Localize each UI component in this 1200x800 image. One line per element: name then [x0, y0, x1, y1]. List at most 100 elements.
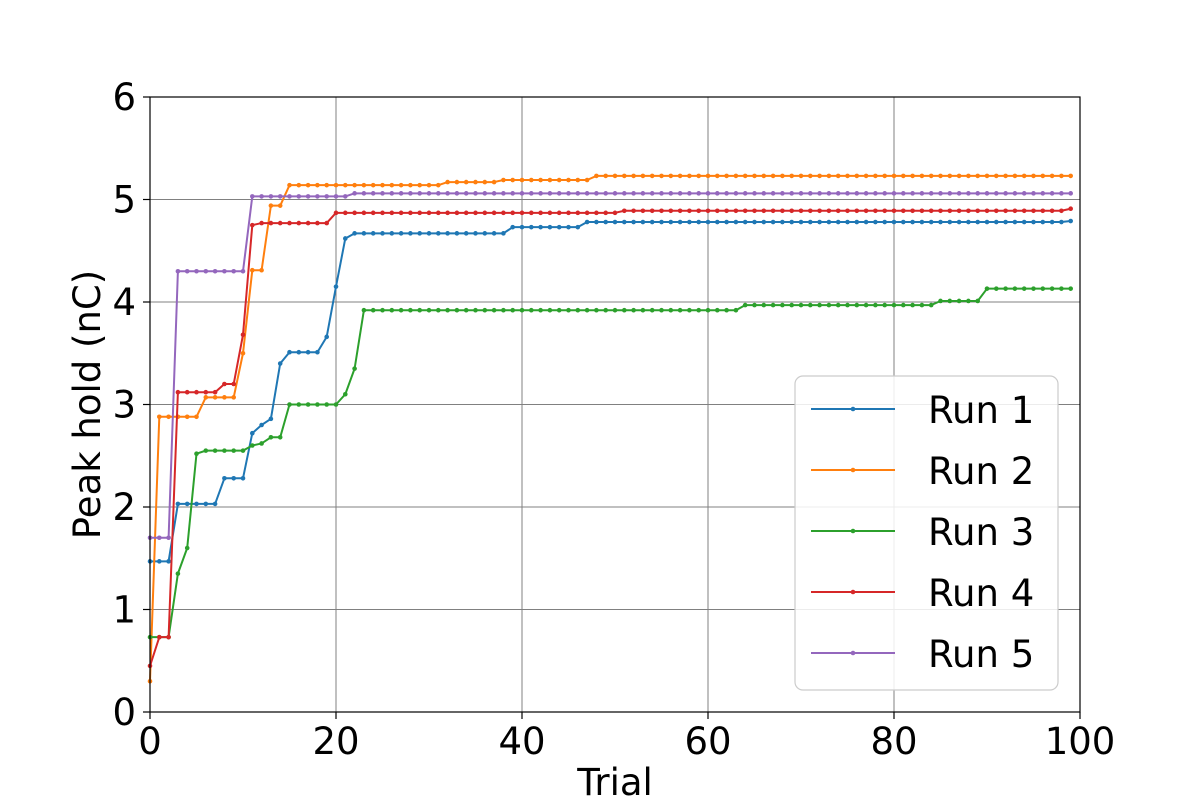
data-point [287, 349, 292, 355]
data-point [184, 545, 190, 551]
data-point [947, 208, 953, 214]
data-point [454, 179, 460, 185]
data-point [882, 173, 887, 179]
data-point [882, 191, 887, 196]
data-point [463, 307, 469, 313]
data-point [863, 191, 869, 196]
data-point [1021, 286, 1027, 291]
y-tick-label: 6 [112, 76, 136, 119]
data-point [510, 224, 515, 230]
data-point [1049, 173, 1055, 179]
data-point [222, 476, 227, 481]
data-point [733, 219, 739, 225]
data-point [584, 307, 590, 313]
data-point [1021, 173, 1027, 179]
data-point [835, 302, 841, 308]
data-point [426, 210, 432, 216]
data-point [928, 302, 934, 308]
data-point [287, 194, 292, 199]
data-point [659, 173, 664, 179]
data-point [389, 191, 395, 196]
data-point [696, 173, 701, 179]
legend-label: Run 1 [928, 389, 1034, 432]
data-point [268, 220, 274, 226]
data-point [259, 441, 264, 446]
data-point [1031, 208, 1036, 214]
data-point [212, 389, 218, 395]
data-point [166, 634, 171, 640]
data-point [919, 302, 925, 308]
legend: Run 1 Run 2 Run 3 Run 4 Run 5 [794, 375, 1059, 691]
x-tick-label: 0 [138, 720, 162, 763]
data-point [603, 307, 608, 313]
data-point [501, 210, 506, 216]
data-point [956, 191, 962, 196]
series-4 [147, 206, 1073, 669]
data-point [649, 173, 655, 179]
data-point [715, 208, 720, 214]
data-point [426, 191, 432, 196]
data-point [1003, 219, 1008, 225]
data-point [194, 451, 199, 457]
data-point [575, 177, 581, 183]
data-point [333, 284, 339, 289]
data-point [901, 219, 906, 225]
data-point [696, 219, 701, 225]
data-point [938, 298, 943, 304]
data-point [417, 231, 423, 236]
data-point [575, 307, 581, 313]
data-point [752, 208, 757, 214]
data-point [1059, 219, 1064, 225]
data-point [901, 173, 906, 179]
data-point [370, 210, 376, 216]
data-point [798, 219, 804, 225]
data-point [482, 307, 488, 313]
data-point [724, 219, 729, 225]
data-point [770, 191, 776, 196]
data-point [324, 402, 330, 407]
data-point [677, 191, 683, 196]
data-point [622, 208, 627, 214]
data-point [845, 173, 850, 179]
y-axis-label: Peak hold (nC) [66, 270, 109, 539]
data-point [315, 182, 320, 188]
data-point [454, 307, 460, 313]
data-point [966, 298, 971, 304]
data-point [259, 422, 264, 428]
data-point [603, 173, 608, 179]
data-point [668, 307, 674, 313]
data-point [733, 208, 739, 214]
data-point [631, 219, 636, 225]
data-point [333, 402, 339, 407]
data-point [361, 231, 367, 236]
series-5 [147, 191, 1073, 541]
data-point [863, 302, 869, 308]
data-point [1003, 191, 1008, 196]
data-point [594, 307, 599, 313]
data-point [594, 210, 599, 216]
data-point [510, 191, 515, 196]
data-point [649, 307, 655, 313]
data-point [705, 208, 711, 214]
data-point [947, 219, 953, 225]
data-point [640, 191, 646, 196]
data-point [994, 286, 999, 291]
legend-swatch-marker [850, 528, 856, 534]
data-point [389, 231, 395, 236]
data-point [947, 298, 953, 304]
data-point [845, 208, 850, 214]
x-tick-label: 80 [870, 720, 917, 763]
data-point [752, 191, 757, 196]
data-point [631, 173, 636, 179]
data-point [250, 222, 255, 228]
data-point [789, 173, 794, 179]
data-point [482, 210, 488, 216]
data-point [240, 350, 246, 356]
data-point [352, 191, 357, 196]
data-point [575, 191, 581, 196]
data-point [845, 191, 850, 196]
data-point [436, 307, 441, 313]
data-point [463, 191, 469, 196]
data-point [203, 268, 209, 274]
